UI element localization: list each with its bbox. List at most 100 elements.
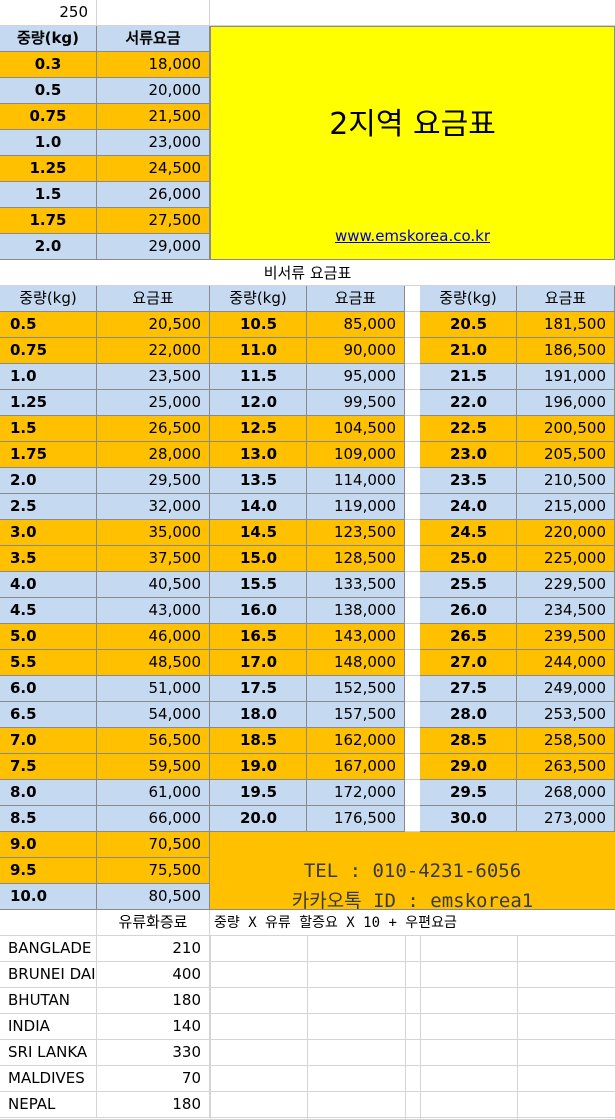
rate-cell[interactable]: 128,500: [307, 546, 405, 572]
rate-cell[interactable]: 109,000: [307, 442, 405, 468]
weight-cell[interactable]: 11.0: [210, 338, 307, 364]
weight-cell[interactable]: 17.0: [210, 650, 307, 676]
rate-cell[interactable]: 59,500: [97, 754, 210, 780]
weight-cell[interactable]: 8.0: [0, 780, 97, 806]
top-value-cell[interactable]: 250: [0, 0, 97, 26]
weight-cell[interactable]: 30.0: [420, 806, 517, 832]
rate-cell[interactable]: 61,000: [97, 780, 210, 806]
country-cell[interactable]: MALDIVES: [0, 1066, 97, 1092]
weight-cell[interactable]: 4.5: [0, 598, 97, 624]
rate-cell[interactable]: 29,000: [97, 234, 210, 260]
weight-cell[interactable]: 0.5: [0, 312, 97, 338]
rate-cell[interactable]: 138,000: [307, 598, 405, 624]
rate-cell[interactable]: 21,500: [97, 104, 210, 130]
weight-cell[interactable]: 28.5: [420, 728, 517, 754]
rate-cell[interactable]: 205,500: [517, 442, 615, 468]
rate-cell[interactable]: 119,000: [307, 494, 405, 520]
header-weight[interactable]: 중량(kg): [0, 286, 97, 312]
header-weight[interactable]: 중량(kg): [210, 286, 307, 312]
weight-cell[interactable]: 23.0: [420, 442, 517, 468]
rate-cell[interactable]: 225,000: [517, 546, 615, 572]
rate-cell[interactable]: 70,500: [97, 832, 210, 858]
rate-cell[interactable]: 220,000: [517, 520, 615, 546]
country-cell[interactable]: SRI LANKA: [0, 1040, 97, 1066]
rate-cell[interactable]: 26,500: [97, 416, 210, 442]
surcharge-value-cell[interactable]: 140: [97, 1014, 210, 1040]
empty-cell[interactable]: [97, 0, 210, 26]
weight-cell[interactable]: 6.5: [0, 702, 97, 728]
weight-cell[interactable]: 20.5: [420, 312, 517, 338]
header-rate[interactable]: 요금표: [517, 286, 615, 312]
weight-cell[interactable]: 16.0: [210, 598, 307, 624]
weight-cell[interactable]: 4.0: [0, 572, 97, 598]
rate-cell[interactable]: 186,500: [517, 338, 615, 364]
weight-cell[interactable]: 18.5: [210, 728, 307, 754]
rate-cell[interactable]: 104,500: [307, 416, 405, 442]
rate-cell[interactable]: 54,000: [97, 702, 210, 728]
weight-cell[interactable]: 1.0: [0, 130, 97, 156]
weight-cell[interactable]: 19.5: [210, 780, 307, 806]
rate-cell[interactable]: 75,500: [97, 858, 210, 884]
surcharge-value-cell[interactable]: 180: [97, 1092, 210, 1118]
rate-cell[interactable]: 229,500: [517, 572, 615, 598]
weight-cell[interactable]: 26.5: [420, 624, 517, 650]
weight-cell[interactable]: 6.0: [0, 676, 97, 702]
rate-cell[interactable]: 249,000: [517, 676, 615, 702]
weight-cell[interactable]: 29.0: [420, 754, 517, 780]
rate-cell[interactable]: 210,500: [517, 468, 615, 494]
rate-cell[interactable]: 20,500: [97, 312, 210, 338]
rate-cell[interactable]: 37,500: [97, 546, 210, 572]
rate-cell[interactable]: 143,000: [307, 624, 405, 650]
country-cell[interactable]: BANGLADE: [0, 936, 97, 962]
weight-cell[interactable]: 5.5: [0, 650, 97, 676]
weight-cell[interactable]: 12.5: [210, 416, 307, 442]
rate-cell[interactable]: 258,500: [517, 728, 615, 754]
rate-cell[interactable]: 25,000: [97, 390, 210, 416]
weight-cell[interactable]: 22.5: [420, 416, 517, 442]
weight-cell[interactable]: 19.0: [210, 754, 307, 780]
weight-cell[interactable]: 14.0: [210, 494, 307, 520]
country-cell[interactable]: BHUTAN: [0, 988, 97, 1014]
rate-cell[interactable]: 152,500: [307, 676, 405, 702]
country-cell[interactable]: BRUNEI DAI: [0, 962, 97, 988]
weight-cell[interactable]: 10.0: [0, 884, 97, 910]
surcharge-value-cell[interactable]: 210: [97, 936, 210, 962]
rate-cell[interactable]: 244,000: [517, 650, 615, 676]
header-rate[interactable]: 요금표: [307, 286, 405, 312]
weight-cell[interactable]: 0.5: [0, 78, 97, 104]
rate-cell[interactable]: 191,000: [517, 364, 615, 390]
rate-cell[interactable]: 273,000: [517, 806, 615, 832]
rate-cell[interactable]: 48,500: [97, 650, 210, 676]
weight-cell[interactable]: 25.5: [420, 572, 517, 598]
country-cell[interactable]: NEPAL: [0, 1092, 97, 1118]
rate-cell[interactable]: 51,000: [97, 676, 210, 702]
rate-cell[interactable]: 46,000: [97, 624, 210, 650]
rate-cell[interactable]: 80,500: [97, 884, 210, 910]
weight-cell[interactable]: 9.5: [0, 858, 97, 884]
weight-cell[interactable]: 12.0: [210, 390, 307, 416]
weight-cell[interactable]: 7.5: [0, 754, 97, 780]
rate-cell[interactable]: 20,000: [97, 78, 210, 104]
rate-cell[interactable]: 123,500: [307, 520, 405, 546]
weight-cell[interactable]: 3.0: [0, 520, 97, 546]
rate-cell[interactable]: 181,500: [517, 312, 615, 338]
rate-cell[interactable]: 167,000: [307, 754, 405, 780]
rate-cell[interactable]: 32,000: [97, 494, 210, 520]
weight-cell[interactable]: 1.75: [0, 442, 97, 468]
weight-cell[interactable]: 10.5: [210, 312, 307, 338]
weight-cell[interactable]: 1.25: [0, 156, 97, 182]
rate-cell[interactable]: 22,000: [97, 338, 210, 364]
weight-cell[interactable]: 16.5: [210, 624, 307, 650]
rate-cell[interactable]: 23,500: [97, 364, 210, 390]
weight-cell[interactable]: 7.0: [0, 728, 97, 754]
weight-cell[interactable]: 11.5: [210, 364, 307, 390]
surcharge-value-cell[interactable]: 400: [97, 962, 210, 988]
rate-cell[interactable]: 253,500: [517, 702, 615, 728]
rate-cell[interactable]: 268,000: [517, 780, 615, 806]
rate-cell[interactable]: 157,500: [307, 702, 405, 728]
header-weight[interactable]: 중량(kg): [420, 286, 517, 312]
rate-cell[interactable]: 85,000: [307, 312, 405, 338]
weight-cell[interactable]: 13.5: [210, 468, 307, 494]
weight-cell[interactable]: 27.0: [420, 650, 517, 676]
rate-cell[interactable]: 234,500: [517, 598, 615, 624]
